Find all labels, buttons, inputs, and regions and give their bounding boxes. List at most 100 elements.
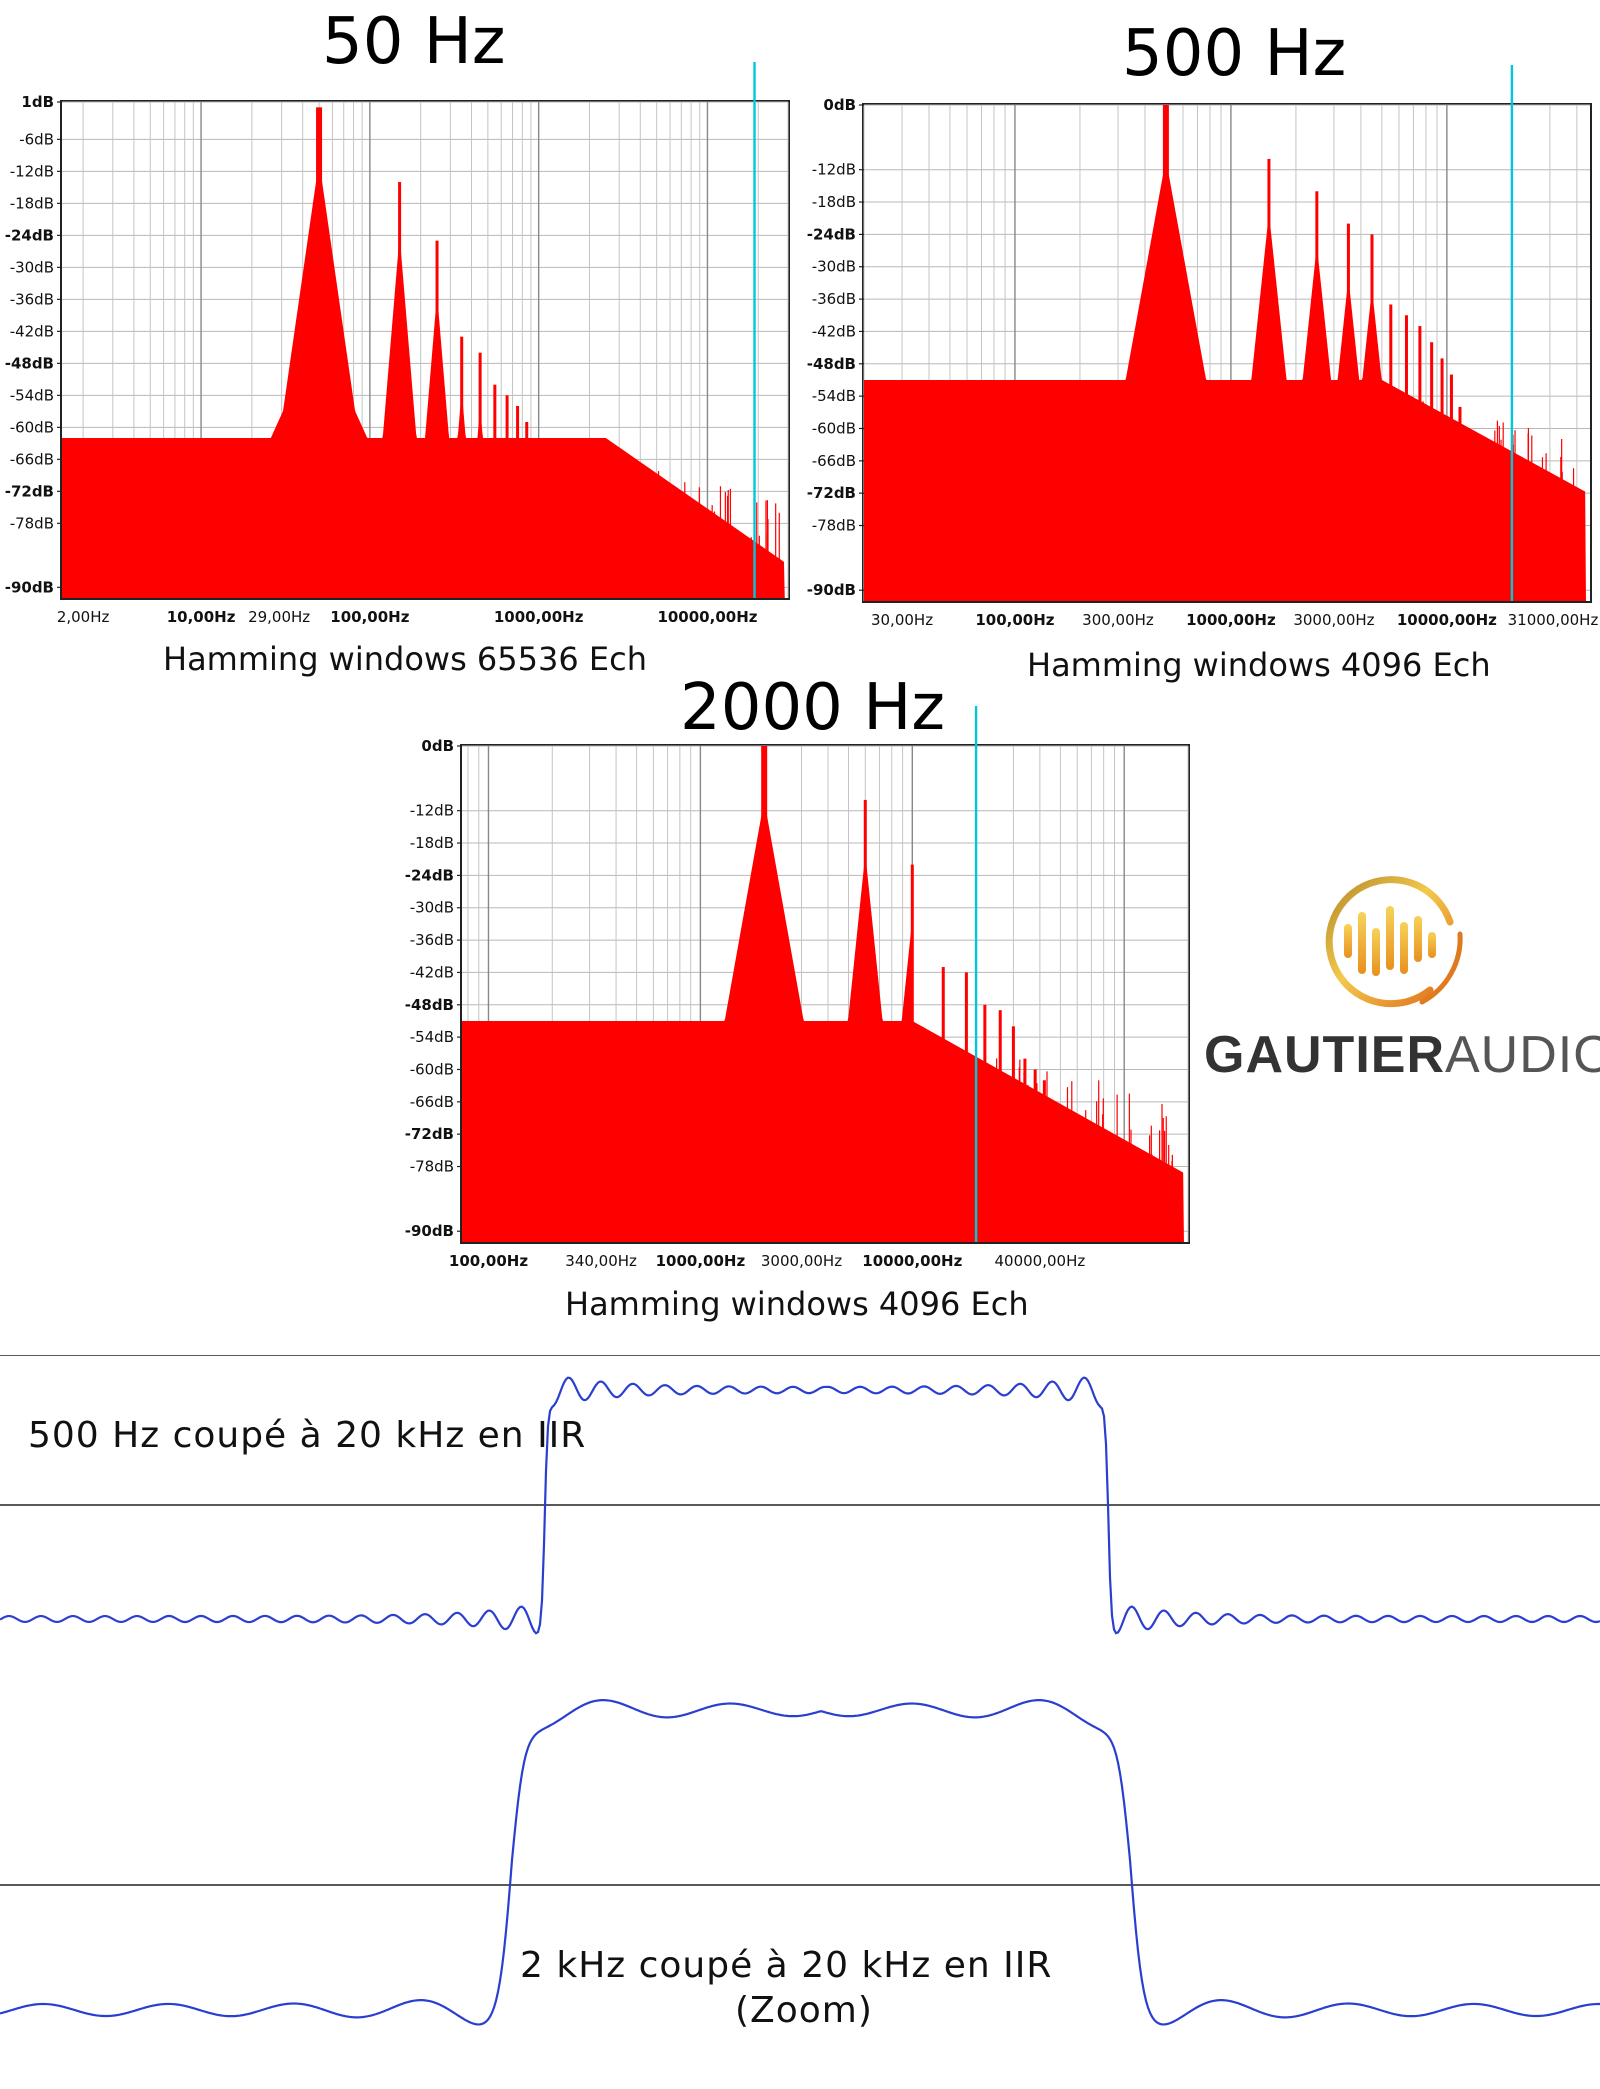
- harmonic-peak: [1033, 1069, 1037, 1242]
- gautier-audio-logo: [1310, 862, 1470, 1022]
- y-tick-label: -18dB: [812, 193, 856, 211]
- harmonic-peak: [493, 384, 497, 598]
- y-tick-label: -30dB: [10, 258, 54, 276]
- chart-title-50hz: 50 Hz: [322, 5, 506, 79]
- harmonic-peak: [525, 422, 529, 598]
- x-tick-label: 1000,00Hz: [494, 608, 584, 626]
- harmonic-peak: [761, 746, 768, 1242]
- y-tick-label: -48dB: [807, 355, 856, 373]
- y-tick-label: -48dB: [5, 354, 54, 372]
- y-tick-label: -30dB: [812, 258, 856, 276]
- chart-title-500hz: 500 Hz: [1122, 17, 1347, 91]
- spectrum-fill: [462, 801, 1188, 1242]
- y-tick-label: 0dB: [823, 96, 856, 114]
- y-tick-label: -12dB: [410, 802, 454, 820]
- y-tick-label: -54dB: [410, 1028, 454, 1046]
- harmonic-peak: [516, 406, 520, 598]
- audio-wave-ring-icon: [1325, 876, 1463, 1008]
- brand-bold: GAUTIER: [1204, 1026, 1445, 1084]
- brand-wordmark: GAUTIERAUDIO: [1204, 1025, 1600, 1085]
- waveform-caption-500hz: 500 Hz coupé à 20 kHz en IIR: [28, 1415, 587, 1456]
- harmonic-peak: [1162, 105, 1169, 601]
- chart-caption-500hz: Hamming windows 4096 Ech: [1027, 646, 1491, 684]
- harmonic-peak: [863, 799, 867, 1242]
- harmonic-peak: [582, 491, 586, 598]
- y-tick-label: -66dB: [10, 450, 54, 468]
- y-tick-label: -18dB: [410, 834, 454, 852]
- y-tick-label: -48dB: [405, 996, 454, 1014]
- y-tick-label: -90dB: [405, 1222, 454, 1240]
- x-tick-label: 30,00Hz: [871, 611, 933, 629]
- x-tick-label: 10,00Hz: [167, 608, 236, 626]
- spectrum-svg-500hz: 0dB -12dB -18dB -24dB -30dB -36dB -42dB -48dB -5…: [807, 65, 1598, 629]
- harmonic-peak: [1370, 234, 1374, 602]
- harmonic-peak: [1267, 158, 1271, 602]
- spectrum-fill: [62, 162, 788, 598]
- y-tick-label: -42dB: [10, 322, 54, 340]
- harmonic-peak: [553, 459, 557, 598]
- harmonic-peak: [316, 107, 323, 598]
- y-tick-label: -60dB: [410, 1060, 454, 1078]
- y-tick-label: -54dB: [10, 386, 54, 404]
- harmonic-peak: [533, 438, 537, 598]
- x-tick-label: 3000,00Hz: [761, 1252, 842, 1270]
- y-tick-label: -60dB: [812, 419, 856, 437]
- harmonic-peak: [460, 336, 464, 598]
- harmonic-peak: [1042, 1080, 1046, 1242]
- y-tick-label: -42dB: [410, 963, 454, 981]
- harmonic-peak: [1508, 471, 1512, 601]
- y-tick-label: -36dB: [410, 931, 454, 949]
- waveform-svg: [0, 1354, 1600, 2026]
- y-tick-label: -30dB: [410, 899, 454, 917]
- y-tick-label: -66dB: [410, 1093, 454, 1111]
- y-tick-label: -78dB: [812, 517, 856, 535]
- y-tick-label: 0dB: [421, 737, 454, 755]
- x-tick-label: 100,00Hz: [449, 1252, 528, 1270]
- chart-caption-2000hz: Hamming windows 4096 Ech: [565, 1285, 1029, 1323]
- harmonic-peak: [1011, 1026, 1015, 1242]
- y-tick-label: -18dB: [10, 194, 54, 212]
- harmonic-peak: [1404, 315, 1408, 601]
- y-tick-label: -12dB: [10, 162, 54, 180]
- y-tick-label: -36dB: [812, 290, 856, 308]
- x-tick-label: 3000,00Hz: [1293, 611, 1374, 629]
- y-tick-label: -24dB: [5, 226, 54, 244]
- x-tick-label: 10000,00Hz: [1397, 611, 1497, 629]
- harmonic-peak: [564, 470, 568, 598]
- harmonic-peak: [478, 352, 482, 598]
- harmonic-peak: [573, 480, 577, 598]
- harmonic-peak: [964, 972, 968, 1242]
- harmonic-peak: [540, 448, 544, 598]
- harmonic-peak: [1389, 304, 1393, 601]
- harmonic-peak: [1430, 342, 1434, 601]
- y-tick-label: -36dB: [10, 290, 54, 308]
- spectrum-fill: [864, 160, 1590, 602]
- x-tick-label: 10000,00Hz: [657, 608, 757, 626]
- y-tick-label: -78dB: [410, 1158, 454, 1176]
- spectrum-plot-500hz: 0dB -12dB -18dB -24dB -30dB -36dB -42dB -48dB -5…: [807, 65, 1598, 629]
- y-tick-label: -12dB: [812, 161, 856, 179]
- harmonic-peak: [435, 240, 439, 598]
- y-tick-label: -66dB: [812, 452, 856, 470]
- harmonic-peak: [398, 182, 402, 598]
- harmonic-peak: [1486, 450, 1490, 601]
- y-tick-label: -60dB: [10, 418, 54, 436]
- harmonic-peak: [1315, 191, 1319, 601]
- waveform-caption-2khz: 2 kHz coupé à 20 kHz en IIR: [520, 1945, 1053, 1986]
- x-tick-label: 100,00Hz: [330, 608, 409, 626]
- spectrum-svg-50hz: 1dB -6dB -12dB -18dB -24dB -30dB -36dB -42dB -48…: [5, 62, 789, 626]
- spectrum-plot-2000hz: 0dB -12dB -18dB -24dB -30dB -36dB -42dB -48dB -5…: [405, 706, 1190, 1270]
- harmonic-peak: [998, 1010, 1002, 1242]
- spectrum-svg-2000hz: 0dB -12dB -18dB -24dB -30dB -36dB -42dB -48dB -5…: [405, 706, 1189, 1270]
- harmonic-peak: [983, 1004, 987, 1242]
- y-tick-label: -90dB: [5, 578, 54, 596]
- harmonic-peak: [910, 864, 914, 1242]
- y-tick-label: -72dB: [405, 1125, 454, 1143]
- harmonic-peak: [1346, 223, 1350, 601]
- harmonic-peak: [1473, 439, 1477, 601]
- x-tick-label: 1000,00Hz: [656, 1252, 746, 1270]
- y-tick-label: -24dB: [807, 225, 856, 243]
- y-tick-label: -72dB: [807, 484, 856, 502]
- waveform-area: 500 Hz coupé à 20 kHz en IIR 2 kHz coupé…: [0, 1354, 1600, 2085]
- waveform-2khz-zoom: [0, 1699, 1600, 2026]
